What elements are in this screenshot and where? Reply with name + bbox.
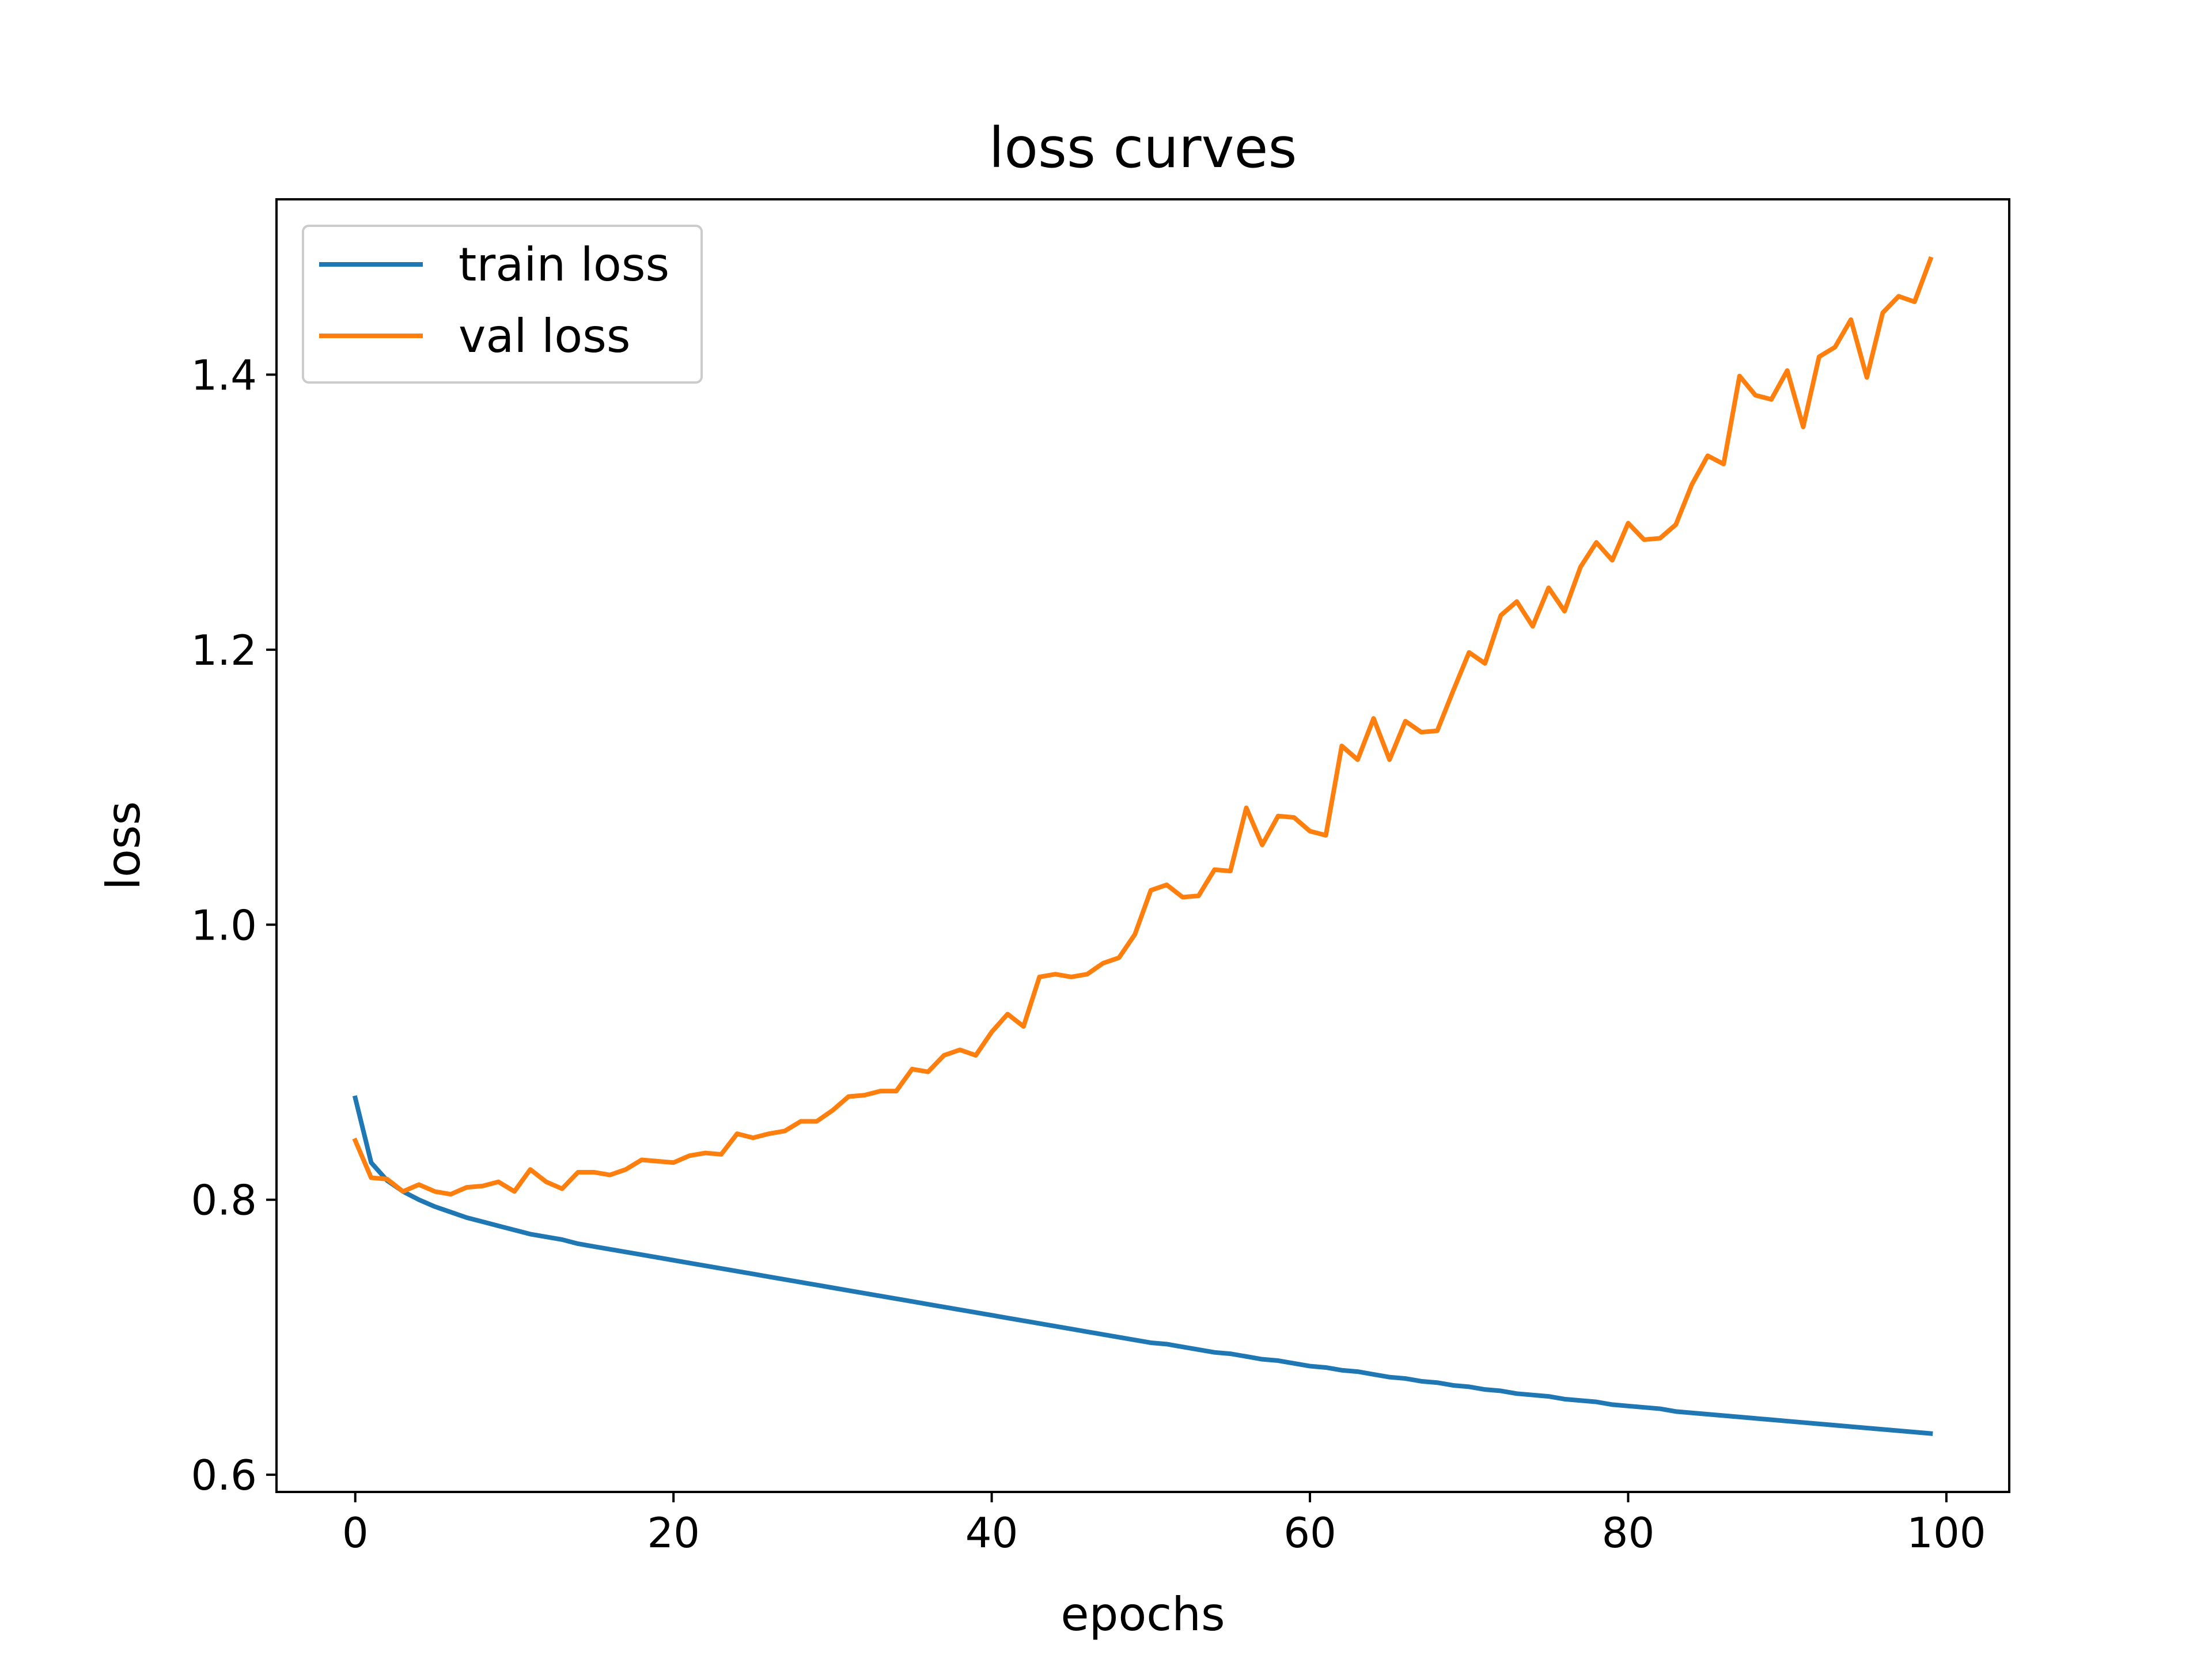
legend-label-val-loss: val loss — [459, 309, 631, 363]
series-line-val-loss — [352, 256, 1934, 1197]
y-tick-label: 1.0 — [191, 901, 257, 949]
y-axis: 0.6 0.8 1.0 1.2 1.4 — [191, 351, 276, 1499]
x-tick-label: 40 — [965, 1509, 1018, 1557]
y-tick-label: 1.2 — [191, 626, 257, 675]
legend-label-train-loss: train loss — [459, 238, 669, 291]
y-tick-label: 0.6 — [191, 1451, 257, 1499]
series-layer — [352, 256, 1934, 1436]
x-axis: 0 20 40 60 80 100 — [342, 1492, 1986, 1557]
y-axis-label: loss — [97, 801, 150, 891]
y-tick-label: 1.4 — [191, 351, 257, 399]
chart-title: loss curves — [989, 116, 1297, 180]
x-tick-label: 20 — [647, 1509, 700, 1557]
x-axis-label: epochs — [1060, 1588, 1225, 1641]
legend: train loss val loss — [302, 225, 703, 384]
x-tick-label: 0 — [342, 1509, 369, 1557]
y-tick-label: 0.8 — [191, 1176, 257, 1225]
x-tick-label: 100 — [1907, 1509, 1986, 1557]
x-tick-label: 80 — [1602, 1509, 1655, 1557]
x-tick-label: 60 — [1283, 1509, 1336, 1557]
series-line-train-loss — [352, 1095, 1933, 1436]
plot-area-frame — [275, 198, 2010, 1493]
